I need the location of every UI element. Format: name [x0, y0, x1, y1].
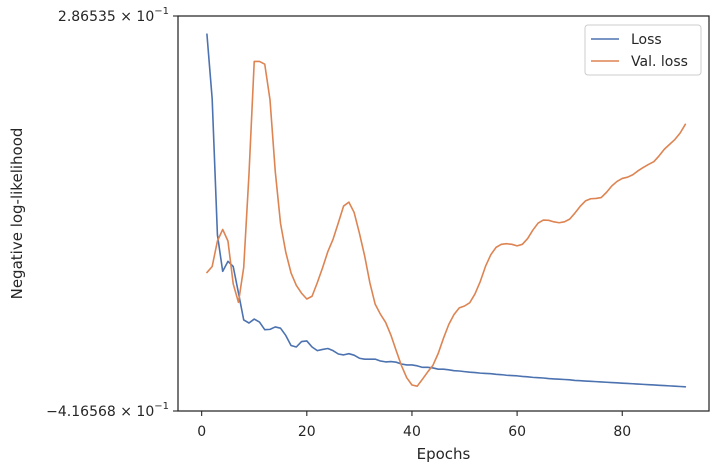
x-tick-label-60: 60 [508, 424, 526, 440]
legend-label-loss: Loss [631, 32, 662, 48]
plot-frame [177, 15, 710, 412]
legend: Loss Val. loss [584, 24, 702, 76]
x-tick-label-80: 80 [613, 424, 631, 440]
series-line-val-loss [206, 60, 687, 387]
x-tick-label-20: 20 [298, 424, 316, 440]
x-tick-label-40: 40 [403, 424, 421, 440]
x-axis-title: Epochs [417, 445, 471, 463]
x-tick-label-0: 0 [197, 424, 206, 440]
legend-box [584, 24, 702, 76]
plot-background [178, 16, 709, 411]
series-layer [206, 33, 687, 388]
y-axis: 2.86535 × 10−1 −4.16568 × 10−1 [46, 6, 178, 420]
series-line-loss [206, 33, 687, 388]
x-axis: 0 20 40 60 80 [197, 411, 631, 440]
y-tick-label-1: −4.16568 × 10−1 [46, 401, 169, 420]
y-tick-label-0: 2.86535 × 10−1 [58, 6, 169, 25]
legend-label-val-loss: Val. loss [631, 54, 688, 70]
y-axis-title: Negative log-likelihood [8, 128, 26, 300]
